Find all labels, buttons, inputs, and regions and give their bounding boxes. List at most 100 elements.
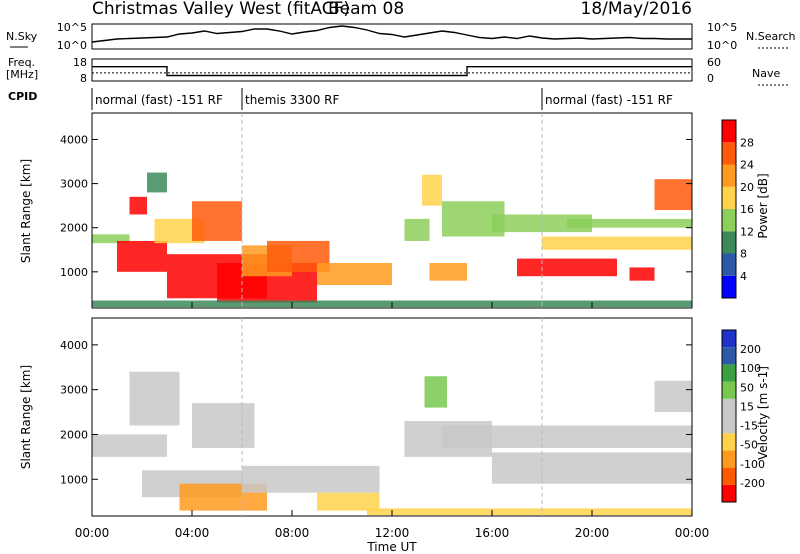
velocity-echo-band-0 bbox=[92, 434, 167, 457]
cpid-segments: normal (fast) -151 RF themis 3300 RF norma… bbox=[91, 88, 673, 110]
velocity-colorbar-swatch-7 bbox=[722, 364, 736, 382]
velocity-colorbar-tick: 15 bbox=[740, 400, 754, 413]
time-axis: 00:00 04:00 08:00 12:00 16:00 20:00 00:00 bbox=[75, 526, 710, 540]
power-echo-band-11 bbox=[404, 218, 430, 241]
power-colorbar-tick: 20 bbox=[740, 181, 754, 194]
power-echo-band-12 bbox=[422, 174, 442, 206]
velocity-colorbar-swatch-2 bbox=[722, 450, 736, 468]
power-echo-band-2 bbox=[129, 196, 147, 215]
velocity-colorbar-tick: 200 bbox=[740, 343, 761, 356]
velocity-colorbar-tick: -50 bbox=[740, 439, 758, 452]
velocity-colorbar: 200 100 50 15 -15 -50 -100 -200 bbox=[721, 329, 765, 503]
velocity-colorbar-tick: -100 bbox=[740, 458, 765, 471]
power-colorbar-label: Power [dB] bbox=[756, 173, 770, 238]
power-colorbar-tick: 12 bbox=[740, 225, 754, 238]
velocity-colorbar-swatch-9 bbox=[722, 330, 736, 348]
velocity-colorbar-tick: -200 bbox=[740, 477, 765, 490]
velocity-echo-band-8 bbox=[424, 376, 447, 408]
power-echo-band-18 bbox=[567, 218, 692, 228]
cpid-segment-0: normal (fast) -151 RF bbox=[95, 93, 223, 107]
velocity-colorbar-swatch-1 bbox=[722, 467, 736, 485]
freq-panel-frame bbox=[91, 58, 693, 82]
xtick-label: 20:00 bbox=[575, 526, 610, 540]
power-echo-band-10 bbox=[317, 263, 392, 286]
velocity-axes: 1000 2000 3000 4000 bbox=[60, 318, 693, 516]
ytick-label: 3000 bbox=[60, 384, 88, 397]
power-colorbar-swatch-0 bbox=[722, 275, 736, 298]
velocity-colorbar-tick: -15 bbox=[740, 420, 758, 433]
cpid-segment-2: normal (fast) -151 RF bbox=[545, 93, 673, 107]
velocity-echo-band-12 bbox=[367, 508, 692, 516]
freq-left-tick-bottom: 8 bbox=[80, 72, 87, 85]
beam-label: Beam 08 bbox=[328, 0, 404, 19]
ytick-label: 1000 bbox=[60, 473, 88, 486]
ytick-label: 3000 bbox=[60, 178, 88, 191]
velocity-echo-band-10 bbox=[492, 452, 692, 484]
power-data bbox=[92, 172, 692, 308]
noise-left-label: N.Sky bbox=[6, 30, 38, 43]
noise-right-tick-bottom: 10^0 bbox=[707, 39, 737, 52]
power-colorbar-swatch-6 bbox=[722, 142, 736, 165]
velocity-colorbar-swatch-4 bbox=[722, 416, 736, 434]
freq-line bbox=[92, 66, 692, 77]
power-colorbar-tick: 16 bbox=[740, 203, 754, 216]
freq-left-label-2: [MHz] bbox=[6, 68, 38, 81]
date-label: 18/May/2016 bbox=[581, 0, 693, 19]
power-colorbar-tick: 4 bbox=[740, 270, 747, 283]
time-axis-label: Time UT bbox=[366, 540, 417, 554]
velocity-colorbar-swatch-0 bbox=[722, 484, 736, 502]
power-ylabel: Slant Range [km] bbox=[19, 159, 33, 263]
noise-left-tick-top: 10^5 bbox=[57, 21, 87, 34]
noise-left-tick-bottom: 10^0 bbox=[57, 39, 87, 52]
ytick-label: 1000 bbox=[60, 266, 88, 279]
velocity-echo-band-1 bbox=[129, 371, 180, 426]
velocity-data bbox=[92, 371, 692, 516]
velocity-colorbar-label: Velocity [m s-1] bbox=[756, 366, 770, 460]
velocity-echo-band-3 bbox=[192, 403, 255, 448]
power-colorbar-swatch-7 bbox=[722, 120, 736, 143]
freq-right-label: Nave bbox=[752, 67, 780, 80]
ytick-label: 2000 bbox=[60, 428, 88, 441]
xtick-label: 08:00 bbox=[275, 526, 310, 540]
power-echo-band-6 bbox=[192, 201, 242, 241]
freq-right-tick-top: 60 bbox=[707, 56, 721, 69]
power-colorbar-tick: 28 bbox=[740, 136, 754, 149]
power-echo-band-0 bbox=[92, 234, 130, 244]
velocity-echo-band-5 bbox=[242, 465, 380, 493]
power-colorbar-tick: 8 bbox=[740, 248, 747, 261]
noise-right-label: N.Search bbox=[746, 30, 796, 43]
freq-left-label-1: Freq. bbox=[8, 56, 35, 69]
xtick-label: 16:00 bbox=[475, 526, 510, 540]
xtick-label: 12:00 bbox=[375, 526, 410, 540]
power-echo-band-1 bbox=[117, 240, 167, 272]
velocity-echo-band-6 bbox=[317, 492, 380, 511]
velocity-echo-band-11 bbox=[654, 380, 692, 413]
velocity-colorbar-frame bbox=[721, 329, 737, 503]
velocity-colorbar-swatch-6 bbox=[722, 381, 736, 399]
velocity-colorbar-tick: 50 bbox=[740, 381, 754, 394]
power-echo-band-16 bbox=[517, 258, 617, 277]
power-axes: 1000 2000 3000 4000 bbox=[60, 113, 693, 308]
power-echo-band-20 bbox=[654, 179, 692, 211]
power-colorbar-swatch-5 bbox=[722, 164, 736, 187]
velocity-colorbar-swatch-8 bbox=[722, 347, 736, 365]
power-colorbar-swatch-3 bbox=[722, 209, 736, 232]
noise-panel-frame bbox=[91, 23, 693, 50]
cpid-segment-1: themis 3300 RF bbox=[245, 93, 339, 107]
xtick-label: 04:00 bbox=[175, 526, 210, 540]
ytick-label: 4000 bbox=[60, 339, 88, 352]
cpid-label: CPID bbox=[8, 90, 37, 103]
power-colorbar: 28 24 20 16 12 8 4 bbox=[721, 119, 754, 299]
power-echo-band-19 bbox=[629, 267, 655, 281]
freq-left-tick-top: 18 bbox=[73, 56, 87, 69]
velocity-echo-band-9 bbox=[442, 425, 692, 448]
power-colorbar-frame bbox=[721, 119, 737, 299]
velocity-ylabel: Slant Range [km] bbox=[19, 365, 33, 469]
noise-right-tick-top: 10^5 bbox=[707, 21, 737, 34]
power-echo-band-13 bbox=[429, 263, 467, 281]
power-colorbar-swatch-1 bbox=[722, 253, 736, 276]
velocity-colorbar-swatch-5 bbox=[722, 398, 736, 416]
power-echo-band-17 bbox=[542, 236, 692, 250]
xtick-label: 00:00 bbox=[75, 526, 110, 540]
